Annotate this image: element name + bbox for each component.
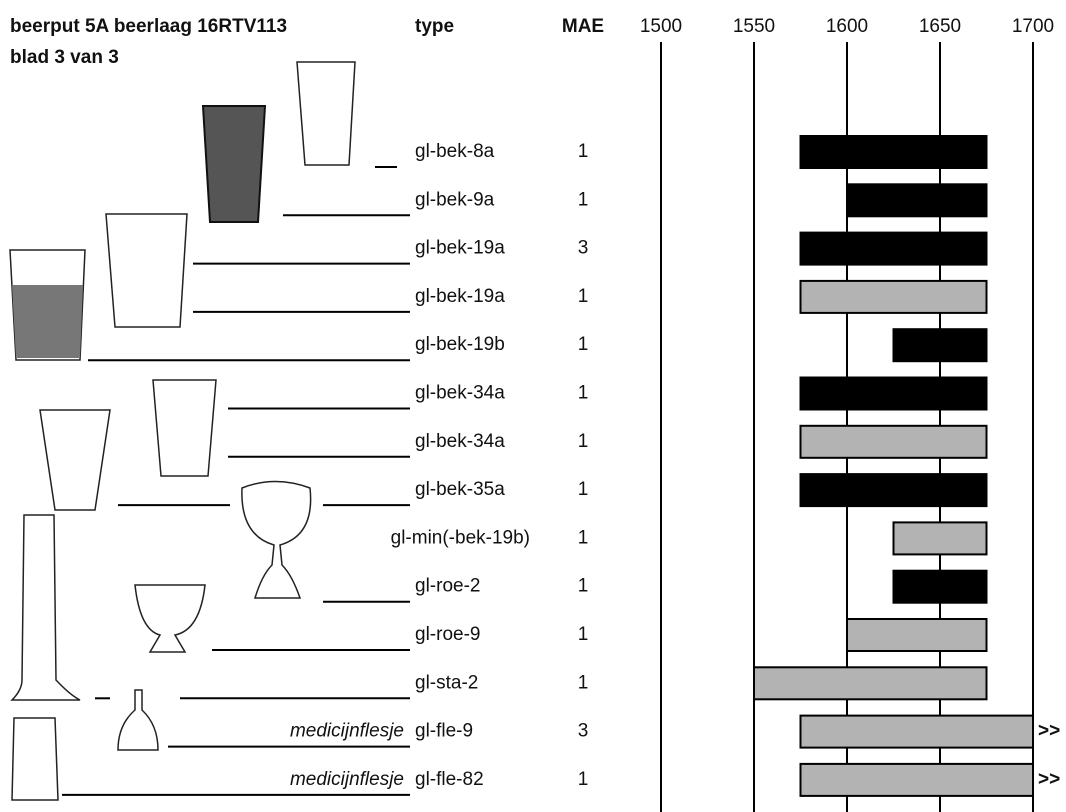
count-label: 1 <box>578 479 589 500</box>
count-label: 1 <box>578 672 589 693</box>
x-tick-label: 1500 <box>640 16 682 37</box>
bar <box>799 424 988 459</box>
type-label: gl-bek-8a <box>415 141 495 162</box>
type-label: gl-bek-34a <box>415 383 505 404</box>
count-label: 1 <box>578 769 589 790</box>
count-label: 1 <box>578 189 589 210</box>
type-label: gl-bek-34a <box>415 431 505 452</box>
type-label: gl-bek-19b <box>415 334 505 355</box>
count-label: 1 <box>578 576 589 597</box>
x-tick-label: 1700 <box>1012 16 1054 37</box>
count-label: 3 <box>578 238 589 259</box>
chart-title: beerput 5A beerlaag 16RTV113 <box>10 16 287 37</box>
bar <box>799 279 988 314</box>
count-label: 1 <box>578 431 589 452</box>
type-label: gl-bek-35a <box>415 479 505 500</box>
bar <box>892 328 988 363</box>
chart-subtitle: blad 3 van 3 <box>10 47 119 68</box>
bar <box>892 521 988 556</box>
bar <box>799 231 988 266</box>
count-label: 1 <box>578 383 589 404</box>
type-label: gl-bek-19a <box>415 286 505 307</box>
type-label: gl-min(-bek-19b) <box>391 527 530 548</box>
count-label: 3 <box>578 721 589 742</box>
x-tick-label: 1550 <box>733 16 775 37</box>
bar <box>799 135 988 169</box>
type-label: gl-fle-9 <box>415 721 473 742</box>
bar <box>846 618 988 652</box>
count-label: 1 <box>578 527 589 548</box>
type-label: gl-bek-9a <box>415 189 495 210</box>
bar <box>799 762 1034 797</box>
bar <box>799 473 988 508</box>
bar <box>753 666 988 701</box>
count-header: MAE <box>562 16 604 37</box>
count-label: 1 <box>578 141 589 162</box>
note-label: medicijnflesje <box>290 721 404 742</box>
type-label: gl-bek-19a <box>415 238 505 259</box>
continuation-mark: >> <box>1038 769 1060 790</box>
bar <box>892 569 988 604</box>
type-header: type <box>415 16 454 37</box>
bar <box>846 183 988 218</box>
type-label: gl-roe-9 <box>415 624 480 645</box>
count-label: 1 <box>578 624 589 645</box>
count-label: 1 <box>578 286 589 307</box>
note-label: medicijnflesje <box>290 769 404 790</box>
glass-drawings <box>9 61 356 801</box>
bar <box>799 376 988 411</box>
count-label: 1 <box>578 334 589 355</box>
type-label: gl-roe-2 <box>415 576 480 597</box>
type-label: gl-fle-82 <box>415 769 484 790</box>
x-tick-label: 1600 <box>826 16 868 37</box>
bar <box>799 714 1034 749</box>
type-label: gl-sta-2 <box>415 672 478 693</box>
continuation-mark: >> <box>1038 721 1060 742</box>
x-tick-label: 1650 <box>919 16 961 37</box>
